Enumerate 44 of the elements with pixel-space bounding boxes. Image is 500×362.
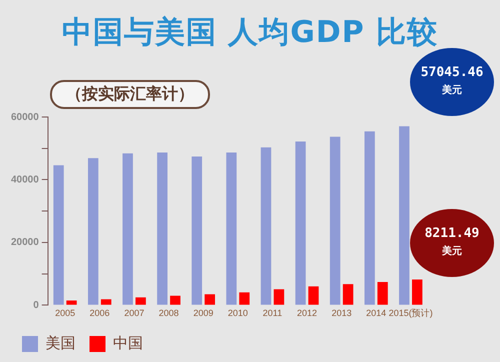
- y-tick-label: 0: [33, 300, 40, 311]
- x-tick-label: 2009: [193, 308, 214, 318]
- x-tick-label: 2012: [297, 308, 318, 318]
- y-tick-label: 40000: [10, 174, 40, 186]
- x-tick-label: 2006: [90, 308, 110, 318]
- x-tick-label: 2015(预计): [388, 308, 433, 318]
- bar: [100, 299, 112, 305]
- bar: [204, 294, 216, 305]
- x-tick-label: 2007: [124, 308, 144, 318]
- bar: [226, 152, 237, 305]
- bar: [66, 300, 77, 305]
- x-tick-label: 2014: [366, 308, 386, 318]
- x-tick-label: 2008: [158, 308, 179, 318]
- bar: [136, 297, 146, 305]
- legend-label: 美国: [46, 335, 76, 352]
- annotation: 57045.46 美元: [420, 64, 484, 98]
- y-tick-label: 20000: [10, 237, 40, 248]
- x-tick-label: 2005: [55, 308, 76, 318]
- bar: [192, 156, 202, 305]
- bar: [260, 147, 272, 305]
- chart-subtitle: （按实际汇率计）: [50, 80, 210, 109]
- speech-bubble: 57045.46 美元: [410, 48, 494, 116]
- bar: [88, 158, 98, 305]
- legend-label: 中国: [113, 335, 143, 352]
- bar: [53, 165, 64, 305]
- x-tick-label: 2013: [332, 308, 352, 318]
- x-tick-label: 2011: [262, 308, 282, 318]
- bar: [330, 136, 340, 305]
- bar: [239, 292, 250, 305]
- bar: [342, 284, 354, 305]
- annotation: 8211.49 美元: [424, 225, 480, 260]
- bar: [295, 141, 306, 305]
- bar: [170, 296, 180, 305]
- bar: [399, 126, 410, 305]
- x-tick-label: 2010: [228, 308, 248, 318]
- bar: [377, 282, 388, 305]
- bar: [308, 286, 319, 305]
- bar: [274, 289, 284, 305]
- y-tick-label: 60000: [10, 112, 40, 123]
- speech-bubble: 8211.49 美元: [410, 209, 494, 278]
- bar: [364, 131, 375, 305]
- bar: [157, 152, 168, 305]
- bar: [412, 279, 422, 305]
- bar: [122, 153, 133, 305]
